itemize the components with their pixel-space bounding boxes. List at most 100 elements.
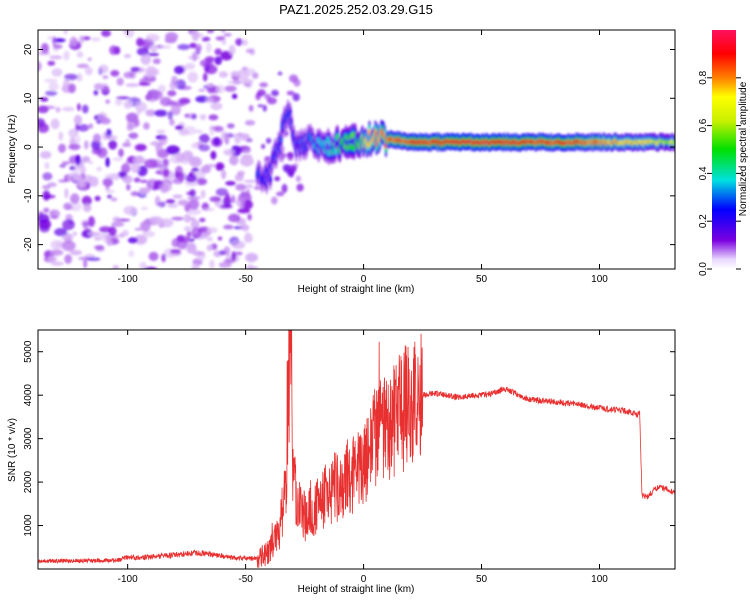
noise-blob	[224, 85, 237, 92]
noise-blob	[159, 183, 169, 194]
noise-blob	[145, 65, 157, 77]
noise-blob	[112, 264, 117, 269]
x-tick-label: 100	[591, 574, 608, 585]
noise-blob	[239, 155, 254, 167]
noise-blob	[84, 66, 93, 76]
noise-blob	[210, 150, 217, 160]
noise-blob	[171, 216, 185, 221]
noise-blob	[157, 84, 166, 93]
snr-panel: -100 -50 0 50 100 1000 2000 3000 4000 5000 Height…	[7, 329, 676, 595]
noise-blob	[94, 195, 101, 202]
noise-blob	[201, 36, 211, 42]
noise-blob	[257, 104, 264, 108]
noise-blob	[50, 239, 64, 250]
noise-blob	[296, 183, 304, 192]
noise-blob	[177, 44, 191, 50]
noise-blob	[218, 261, 232, 268]
snr-ticks: -100 -50 0 50 100 1000 2000 3000 4000 5000	[23, 330, 675, 585]
noise-blob	[118, 171, 127, 178]
noise-blob	[235, 38, 244, 46]
spectrogram-xlabel: Height of straight line (km)	[298, 284, 415, 295]
y-tick-label: -20	[23, 237, 34, 252]
noise-blob	[174, 79, 186, 90]
noise-blob	[115, 99, 123, 106]
y-tick-label: 0	[23, 144, 34, 150]
noise-blob	[105, 135, 118, 141]
noise-blob	[82, 221, 89, 229]
noise-blob	[189, 189, 196, 197]
noise-blob	[142, 230, 156, 238]
y-tick-label: 5000	[23, 340, 34, 363]
noise-blob	[44, 78, 58, 83]
noise-blob	[271, 196, 278, 205]
colorbar-tick-label: 0.0	[698, 262, 709, 276]
noise-blob	[281, 183, 288, 193]
noise-blob	[246, 266, 259, 269]
noise-blob	[118, 148, 124, 158]
noise-blob	[183, 226, 192, 232]
noise-blob	[209, 259, 215, 269]
noise-blob	[174, 65, 185, 75]
noise-blob	[125, 83, 140, 87]
noise-blob	[63, 50, 70, 61]
noise-blob	[47, 255, 58, 262]
noise-blob	[72, 166, 86, 172]
noise-blob	[68, 143, 81, 151]
noise-blob	[88, 123, 94, 129]
noise-blob	[206, 30, 215, 34]
noise-blob	[225, 192, 230, 203]
noise-blob	[175, 236, 190, 243]
snr-ylabel: SNR (10 * v/v)	[7, 418, 18, 482]
noise-blob	[126, 183, 131, 191]
noise-blob	[123, 100, 133, 109]
noise-blob	[83, 259, 88, 269]
noise-blob	[143, 122, 150, 130]
noise-blob	[231, 79, 242, 85]
noise-blob	[77, 124, 89, 132]
noise-blob	[171, 75, 178, 85]
noise-blob	[183, 213, 191, 223]
noise-blob	[240, 224, 250, 232]
noise-blob	[190, 219, 200, 229]
noise-blob	[218, 71, 228, 78]
noise-blob	[225, 181, 236, 186]
noise-blob	[143, 266, 158, 269]
noise-blob	[109, 45, 118, 55]
noise-blob	[199, 114, 207, 121]
noise-blob	[259, 82, 268, 88]
noise-blob	[231, 251, 237, 262]
noise-blob	[261, 143, 266, 150]
colorbar-ticks: 0.0 0.2 0.4 0.6 0.8	[698, 70, 741, 276]
x-tick-label: 50	[476, 574, 488, 585]
noise-blob	[186, 242, 197, 254]
noise-blob	[130, 162, 140, 174]
noise-blob	[244, 120, 256, 126]
noise-blob	[188, 198, 200, 210]
noise-blob	[145, 33, 160, 43]
noise-blob	[39, 224, 50, 233]
noise-blob	[289, 164, 297, 172]
colorbar-tick-label: 0.2	[698, 214, 709, 228]
noise-blob	[159, 135, 168, 146]
noise-blob	[162, 158, 169, 168]
noise-blob	[215, 188, 228, 197]
noise-blob	[138, 187, 151, 194]
noise-blob	[96, 120, 102, 124]
noise-blob	[209, 124, 215, 136]
colorbar-tick-label: 0.4	[698, 166, 709, 180]
noise-blob	[76, 135, 81, 145]
noise-blob	[58, 143, 66, 153]
noise-blob	[216, 84, 225, 94]
noise-blob	[214, 56, 222, 65]
y-tick-label: 4000	[23, 384, 34, 407]
noise-blob	[276, 191, 285, 197]
noise-blob	[49, 55, 63, 60]
noise-blob	[249, 48, 255, 56]
noise-blob	[48, 82, 59, 91]
noise-blob	[191, 167, 200, 172]
noise-blob	[266, 137, 272, 144]
noise-blob	[68, 128, 79, 138]
noise-blob	[247, 213, 252, 221]
noise-blob	[178, 97, 191, 105]
